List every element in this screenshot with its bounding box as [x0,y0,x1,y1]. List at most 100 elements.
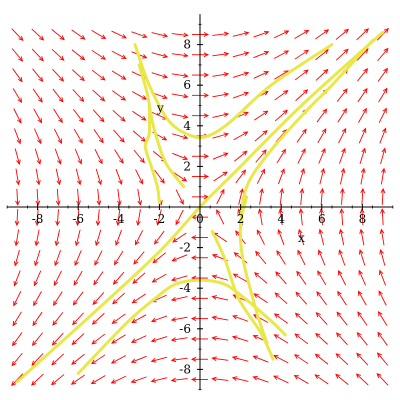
solution-curve-1 [143,104,161,205]
y-tick-label: 2 [183,159,191,173]
y-tick-label: 8 [183,38,191,52]
field-arrow [238,188,244,205]
field-arrow [135,169,144,185]
field-arrow [93,129,104,144]
field-arrow [335,48,349,61]
field-arrow [232,31,250,37]
field-arrow [116,188,122,206]
field-arrow [150,336,168,343]
field-arrow [31,373,44,386]
field-arrow [151,32,169,38]
field-arrow [115,209,121,227]
field-arrow [132,130,146,142]
solution-curve-3 [137,63,186,189]
field-arrow [156,209,162,226]
field-arrow [75,209,81,227]
field-arrow [72,312,84,326]
field-arrow [314,353,329,365]
field-arrow [211,274,229,281]
field-arrow [90,354,106,365]
field-arrow [356,28,369,41]
field-arrow [53,291,63,306]
field-arrow [317,270,327,286]
field-arrow [113,129,125,143]
field-arrow [253,30,270,38]
field-arrow [132,272,146,284]
field-arrow [274,109,288,122]
field-arrow [379,249,386,266]
field-arrow [314,374,329,385]
field-arrow [94,148,103,165]
field-arrow [256,229,265,245]
field-arrow [51,29,65,41]
field-arrow [231,335,249,342]
field-arrow [315,68,329,81]
field-arrow [14,229,20,247]
field-arrow [95,168,102,186]
field-arrow [315,29,330,40]
field-arrow [91,333,106,345]
field-arrow [316,108,328,123]
field-arrow [11,373,24,387]
field-arrow [356,331,368,346]
y-tick-label: -6 [179,322,191,336]
field-arrow [378,107,387,124]
field-arrow [114,250,124,266]
field-arrow [171,32,189,38]
field-arrow [379,228,385,246]
field-arrow [359,228,365,246]
field-arrow [54,229,61,247]
field-arrow [253,110,269,121]
field-arrow [94,250,103,266]
field-arrow [52,312,64,326]
field-arrow [35,168,41,186]
field-arrow [51,48,65,61]
field-arrow [91,49,107,60]
field-arrow [11,352,23,367]
field-arrow [273,50,290,59]
field-arrow [335,373,349,385]
field-arrow [75,168,82,186]
field-arrow [13,290,22,307]
field-arrow [12,311,22,327]
field-arrow [211,295,229,301]
field-arrow [72,69,85,82]
field-arrow [377,47,389,62]
field-arrow [212,132,229,139]
field-arrow [150,315,168,323]
field-arrow [115,168,123,186]
field-arrow [212,31,230,37]
field-arrow [34,229,40,247]
field-arrow [136,209,141,227]
field-arrow [315,311,328,325]
solution-curve-8 [239,39,375,229]
field-arrow [338,127,347,144]
y-tick-label: 6 [183,78,191,92]
field-arrow [296,270,307,285]
field-arrow [274,90,289,101]
field-arrow [53,128,62,145]
field-arrow [356,352,369,366]
field-arrow [252,375,269,383]
field-arrow [358,107,367,123]
field-arrow [319,167,326,185]
field-arrow [335,28,350,40]
field-arrow [212,72,230,77]
field-arrow [150,377,168,383]
field-arrow [111,30,127,39]
field-arrow [54,250,62,267]
field-arrow [255,149,267,163]
field-arrow [339,167,346,185]
field-arrow [380,208,385,226]
field-arrow [273,30,290,39]
field-arrow [151,72,169,79]
field-arrow [273,375,289,384]
field-arrow [11,28,24,42]
field-arrow [171,73,189,79]
field-arrow [275,271,287,285]
field-arrow [234,150,248,162]
field-arrow [133,149,145,164]
field-arrow [51,332,64,346]
x-tick-label: 0 [196,212,204,226]
field-arrow [170,357,188,363]
